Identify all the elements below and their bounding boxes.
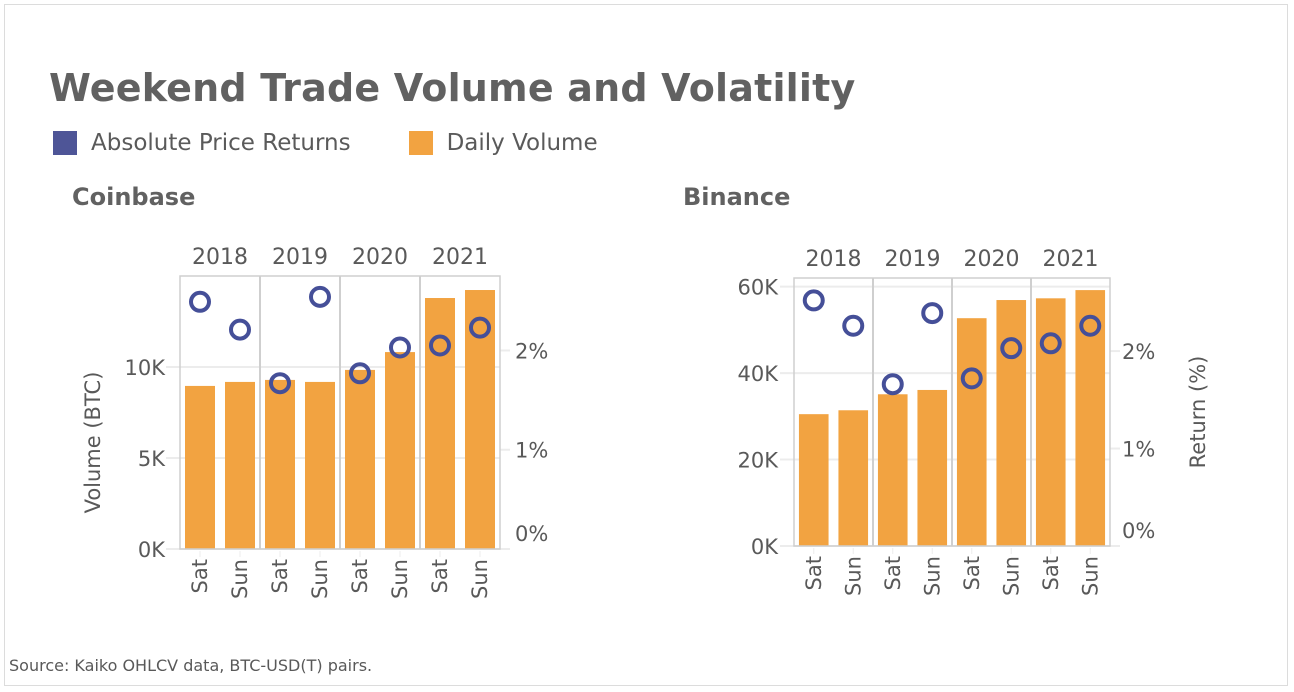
volume-bar [385, 352, 415, 549]
x-tick-label: Sun [841, 556, 865, 596]
legend-swatch-returns [53, 131, 77, 155]
y2-tick-label: 1% [515, 439, 548, 463]
volume-bar [1075, 290, 1106, 546]
volume-bar [225, 381, 255, 549]
return-marker [309, 285, 331, 308]
year-header: 2018 [806, 247, 862, 272]
year-header: 2021 [1043, 247, 1099, 272]
x-tick-label: Sun [999, 556, 1023, 596]
return-marker [802, 289, 825, 312]
return-marker [1039, 332, 1062, 355]
y-tick-label: 60K [738, 276, 780, 300]
year-header: 2020 [352, 245, 408, 270]
year-header: 2020 [964, 247, 1020, 272]
y-tick-label: 0K [751, 535, 779, 559]
x-tick-label: Sat [881, 556, 905, 590]
x-tick-label: Sun [308, 559, 332, 599]
volume-bar [425, 298, 455, 549]
volume-bar [996, 300, 1027, 546]
return-marker [1000, 337, 1023, 360]
year-header: 2019 [272, 245, 328, 270]
legend-item-returns[interactable]: Absolute Price Returns [53, 130, 351, 156]
x-tick-label: Sat [1039, 556, 1063, 590]
y-tick-label: 5K [138, 447, 166, 471]
y2-tick-label: 1% [1122, 438, 1155, 462]
binance-subtitle: Binance [683, 183, 791, 211]
volume-bar [838, 410, 869, 546]
return-marker [842, 314, 865, 337]
x-tick-label: Sun [468, 559, 492, 599]
return-marker [189, 290, 211, 313]
volume-bar [465, 290, 495, 549]
x-tick-label: Sun [228, 559, 252, 599]
year-header: 2021 [432, 245, 488, 270]
legend-label-volume: Daily Volume [446, 130, 598, 156]
y2-axis-title: Return (%) [1186, 356, 1210, 469]
volume-bar [877, 394, 908, 546]
y2-tick-label: 2% [515, 339, 548, 363]
x-tick-label: Sat [188, 559, 212, 593]
volume-bar [798, 414, 829, 546]
x-tick-label: Sun [1078, 556, 1102, 596]
return-marker [429, 334, 451, 357]
y-axis-title: Volume (BTC) [81, 372, 105, 514]
y2-tick-label: 0% [515, 522, 548, 546]
return-marker [269, 372, 291, 395]
legend-label-returns: Absolute Price Returns [91, 130, 351, 156]
y-tick-label: 0K [138, 538, 166, 562]
return-marker [229, 318, 251, 341]
volume-bar [956, 318, 987, 546]
x-tick-label: Sun [920, 556, 944, 596]
chart-binance: 0K 20K 40K 60K 0% 1% 2% 2018 Sat Sun 2019 Sat Sun 202… [738, 247, 1211, 596]
legend-item-volume[interactable]: Daily Volume [408, 130, 598, 156]
return-marker [469, 316, 491, 339]
chart-coinbase: 0K 5K 10K 0% 1% 2% 2018 Sat Sun 2019 Sat Sun 2020 Sat… [81, 245, 548, 599]
legend-swatch-volume [408, 131, 433, 155]
return-marker [349, 362, 371, 385]
x-tick-label: Sat [428, 559, 452, 593]
volume-bar [917, 389, 948, 546]
y-tick-label: 10K [125, 356, 167, 380]
year-header: 2019 [885, 247, 941, 272]
volume-bar [345, 369, 375, 549]
y2-tick-label: 0% [1122, 519, 1155, 543]
y-tick-label: 20K [738, 449, 780, 473]
x-tick-label: Sat [348, 559, 372, 593]
chart-title: Weekend Trade Volume and Volatility [49, 66, 856, 110]
coinbase-subtitle: Coinbase [72, 183, 196, 211]
volume-bar [185, 385, 215, 549]
legend: Absolute Price Returns Daily Volume [53, 128, 656, 158]
volume-bar [305, 381, 335, 549]
source-note: Source: Kaiko OHLCV data, BTC-USD(T) pai… [9, 656, 373, 675]
return-marker [389, 336, 411, 359]
x-tick-label: Sat [960, 556, 984, 590]
return-marker [921, 302, 944, 325]
y2-tick-label: 2% [1122, 340, 1155, 364]
return-marker [960, 367, 983, 390]
y-tick-label: 40K [738, 362, 780, 386]
x-tick-label: Sun [388, 559, 412, 599]
return-marker [1079, 314, 1102, 337]
chart-frame [4, 4, 1288, 686]
year-header: 2018 [192, 245, 248, 270]
x-tick-label: Sat [802, 556, 826, 590]
volume-bar [265, 379, 295, 549]
return-marker [881, 373, 904, 396]
x-tick-label: Sat [268, 559, 292, 593]
